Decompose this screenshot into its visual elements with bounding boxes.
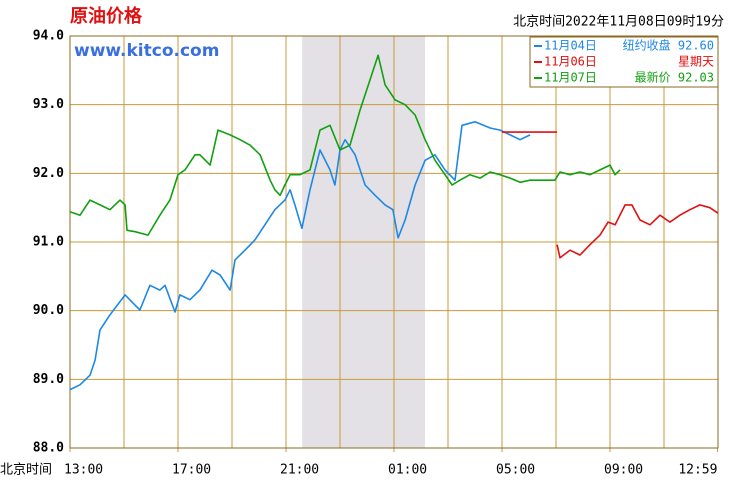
site-url: www.kitco.com — [74, 41, 219, 61]
legend-label: 11月07日 — [544, 71, 597, 85]
plot-frame — [69, 35, 719, 449]
series-line — [69, 121, 531, 391]
chart-title: 原油价格 — [70, 5, 143, 27]
x-axis-label: 北京时间 — [0, 463, 52, 478]
x-tick-label: 09:00 — [604, 463, 643, 478]
legend-label: 11月04日 — [544, 39, 597, 53]
y-tick-label: 91.0 — [33, 235, 64, 250]
legend-note: 星期天 — [678, 55, 714, 69]
timestamp: 北京时间2022年11月08日09时19分 — [513, 15, 724, 30]
plot-area: 88.0 89.0 90.0 91.0 92.0 93.0 94.0 13:00 17:00 21… — [33, 29, 719, 478]
legend-label: 11月06日 — [544, 55, 597, 69]
x-tick-label: 01:00 — [388, 463, 427, 478]
x-tick-label: 21:00 — [280, 463, 319, 478]
x-tick-label: 05:00 — [496, 463, 535, 478]
y-tick-label: 92.0 — [33, 166, 64, 181]
y-tick-label: 94.0 — [33, 29, 64, 44]
y-tick-label: 88.0 — [33, 441, 64, 456]
y-tick-label: 93.0 — [33, 97, 64, 112]
x-tick-label: 17:00 — [172, 463, 211, 478]
series-line — [502, 131, 719, 259]
x-tick-label: 12:59 — [678, 463, 717, 478]
x-tick-label: 13:00 — [64, 463, 103, 478]
y-tick-label: 90.0 — [33, 303, 64, 318]
y-tick-label: 89.0 — [33, 372, 64, 387]
legend-note: 最新价 92.03 — [635, 70, 714, 85]
legend-note: 纽约收盘 92.60 — [623, 38, 714, 53]
series-line — [69, 54, 621, 236]
legend-box — [529, 36, 719, 88]
